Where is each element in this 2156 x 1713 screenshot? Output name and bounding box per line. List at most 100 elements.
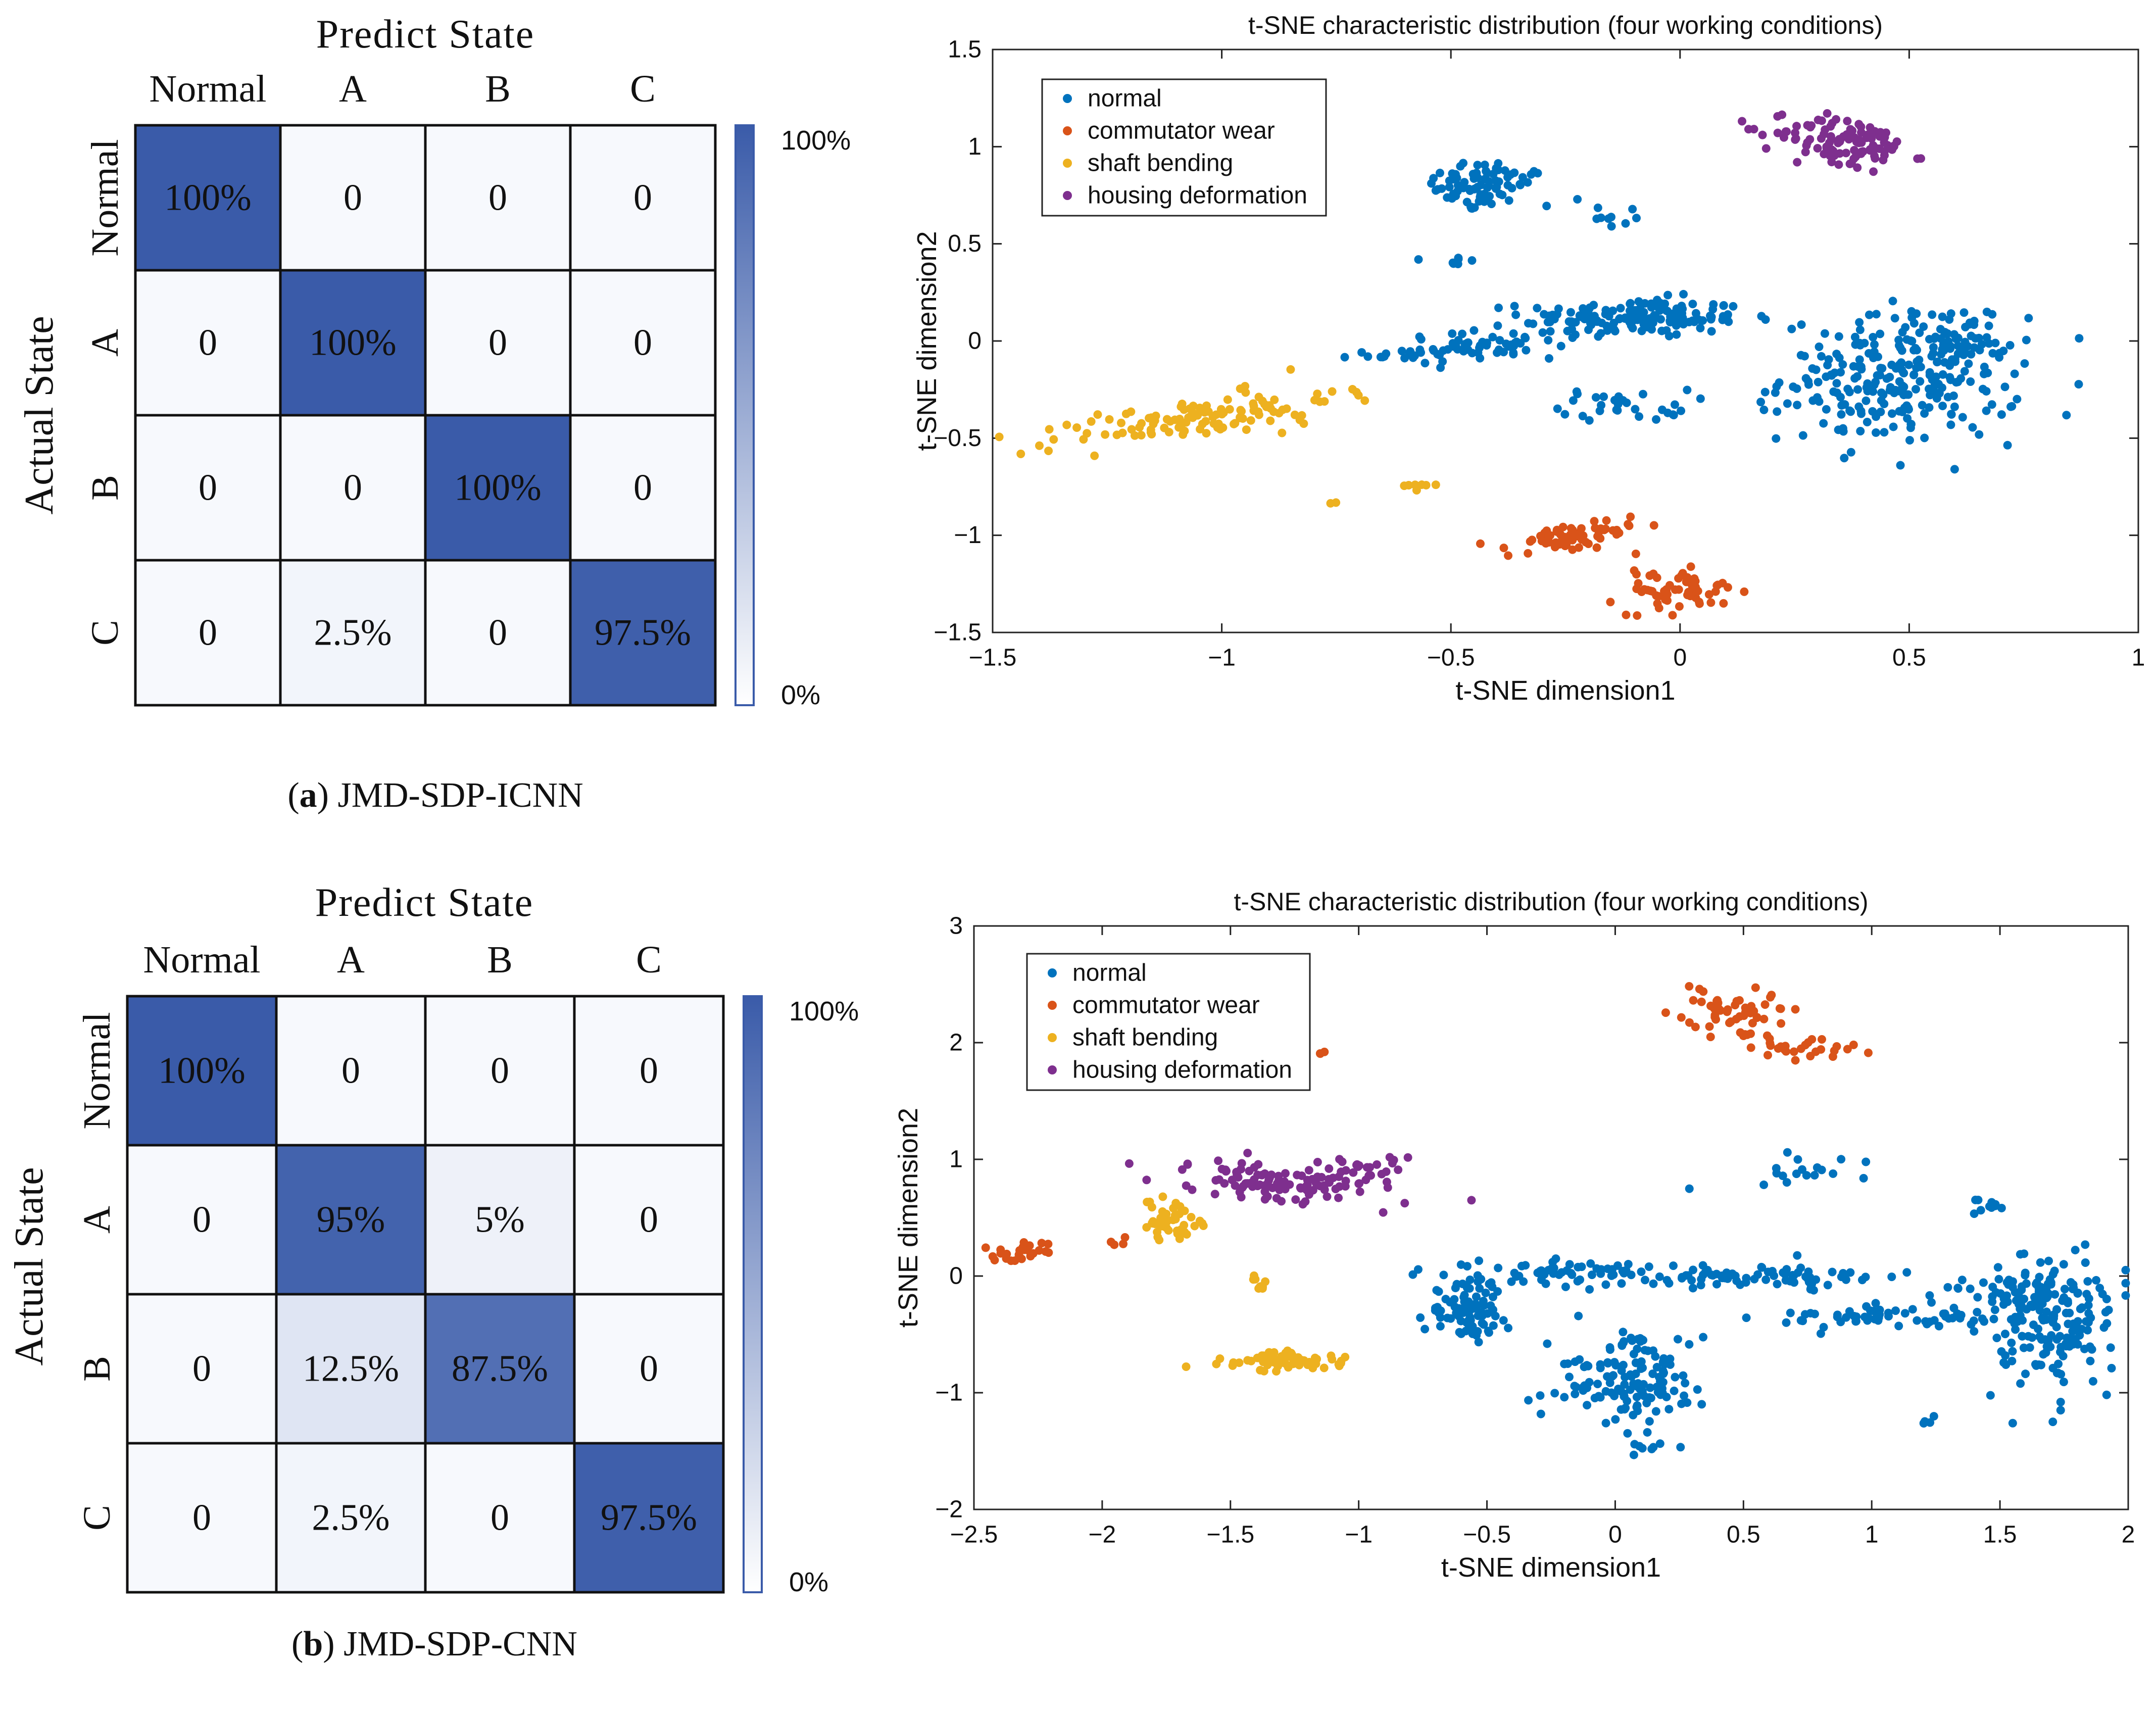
scatter-point xyxy=(1912,309,1921,318)
legend-marker xyxy=(1048,1033,1057,1042)
scatter-point xyxy=(1993,1263,2002,1272)
scatter-point xyxy=(1689,996,1698,1005)
scatter-point xyxy=(2102,1390,2111,1399)
scatter-point xyxy=(1195,1216,1204,1226)
scatter-point xyxy=(1614,528,1624,537)
scatter-point xyxy=(1675,602,1684,611)
scatter-point xyxy=(1560,1359,1569,1368)
scatter-point xyxy=(1980,362,1989,371)
scatter-point xyxy=(1536,1391,1545,1400)
scatter-point xyxy=(1761,315,1770,324)
scatter-point xyxy=(1860,1312,1869,1322)
confusion-matrix-a: Predict State Actual State 100% 0 0 0 0 100% 0 0 0… xyxy=(17,12,851,815)
scatter-point xyxy=(1265,1173,1274,1183)
scatter-point xyxy=(1484,1327,1493,1336)
scatter-point xyxy=(1156,1222,1165,1231)
scatter-point xyxy=(1429,345,1438,354)
cm-cell-value: 100% xyxy=(309,322,397,364)
scatter-point xyxy=(1895,377,1904,386)
scatter-point xyxy=(2046,1342,2055,1351)
cm-row-label: Normal xyxy=(76,1012,118,1129)
cm-cell-value: 0 xyxy=(640,1348,658,1390)
x-tick-label: −0.5 xyxy=(1427,645,1475,671)
scatter-point xyxy=(1112,430,1121,439)
scatter-point xyxy=(1487,200,1496,209)
scatter-point xyxy=(1659,1354,1669,1363)
scatter-point xyxy=(1723,1007,1732,1016)
scatter-point xyxy=(1892,137,1901,146)
plot-title: t-SNE characteristic distribution (four … xyxy=(1248,11,1883,39)
y-tick-label: −1.5 xyxy=(934,619,982,646)
scatter-point xyxy=(1760,1000,1770,1009)
x-axis-label: t-SNE dimension1 xyxy=(1441,1552,1661,1583)
scatter-point xyxy=(1833,1312,1842,1322)
scatter-point xyxy=(1811,1047,1820,1056)
scatter-point xyxy=(1577,312,1586,321)
scatter-point xyxy=(1835,353,1844,362)
scatter-point xyxy=(1403,1153,1412,1162)
scatter-point xyxy=(1655,1272,1664,1281)
scatter-point xyxy=(1479,1296,1488,1305)
scatter-point xyxy=(1317,1172,1326,1182)
scatter-point xyxy=(1641,1276,1650,1285)
scatter-point xyxy=(1855,318,1864,327)
scatter-point xyxy=(1856,427,1865,436)
scatter-point xyxy=(1834,160,1843,169)
scatter-point xyxy=(2068,1327,2077,1336)
scatter-point xyxy=(1645,1417,1654,1426)
scatter-point xyxy=(1212,1359,1221,1368)
scatter-point xyxy=(1688,1284,1697,1293)
scatter-point xyxy=(1827,370,1836,379)
scatter-point xyxy=(1611,1361,1621,1370)
legend-box xyxy=(1026,953,1311,1091)
scatter-point xyxy=(1474,173,1483,182)
scatter-point xyxy=(1871,1299,1880,1308)
scatter-point xyxy=(1866,146,1875,155)
scatter-point xyxy=(1925,368,1934,377)
scatter-point xyxy=(1746,1043,1755,1052)
scatter-point xyxy=(1558,522,1567,531)
scatter-point xyxy=(1427,179,1436,188)
scatter-point xyxy=(1269,1358,1278,1367)
scatter-point xyxy=(1414,255,1423,264)
scatter-point xyxy=(1782,1047,1791,1056)
scatter-point xyxy=(1214,1156,1223,1165)
scatter-point xyxy=(2011,1325,2020,1334)
scatter-point xyxy=(1538,328,1547,337)
scatter-point xyxy=(1649,1443,1658,1452)
scatter-point xyxy=(1604,214,1613,223)
scatter-point xyxy=(1623,1429,1632,1438)
scatter-point xyxy=(1873,371,1882,380)
scatter-point xyxy=(1868,407,1877,416)
colorbar-min-label: 0% xyxy=(781,680,820,710)
cm-title: Predict State xyxy=(315,880,534,925)
scatter-point xyxy=(1190,1221,1199,1231)
scatter-point xyxy=(1782,1265,1791,1274)
scatter-point xyxy=(1907,336,1917,346)
scatter-point xyxy=(1819,419,1828,428)
scatter-point xyxy=(1817,1165,1826,1174)
scatter-point xyxy=(1843,1045,1852,1054)
scatter-point xyxy=(1817,134,1826,143)
scatter-point xyxy=(1896,461,1905,470)
scatter-point xyxy=(1658,1366,1668,1376)
scatter-point xyxy=(1793,158,1802,167)
scatter-point xyxy=(1562,541,1571,550)
caption-text: JMD-SDP-ICNN xyxy=(329,776,583,815)
scatter-point xyxy=(1146,428,1155,437)
scatter-point xyxy=(1561,1282,1570,1291)
scatter-point xyxy=(1599,392,1608,401)
scatter-point xyxy=(1652,415,1661,424)
scatter-point xyxy=(1230,419,1239,428)
scatter-point xyxy=(1793,1251,1802,1260)
scatter-point xyxy=(1272,1367,1281,1376)
scatter-point xyxy=(1869,333,1878,342)
scatter-point xyxy=(1243,1149,1252,1158)
scatter-point xyxy=(1363,352,1373,361)
x-tick-label: 0 xyxy=(1673,645,1687,671)
scatter-point xyxy=(1156,1213,1165,1222)
scatter-point xyxy=(2056,1398,2065,1407)
scatter-point xyxy=(1651,1407,1660,1416)
cm-cell xyxy=(275,995,427,1147)
scatter-point xyxy=(1753,1270,1762,1279)
